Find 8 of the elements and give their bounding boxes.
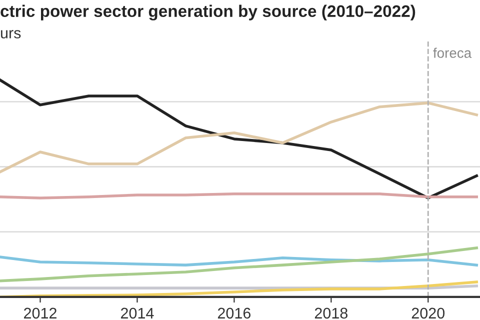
x-tick-label: 2012 bbox=[24, 308, 56, 319]
x-tick-label: 2016 bbox=[218, 308, 251, 319]
ref-line-label: foreca bbox=[433, 48, 472, 58]
x-tick-label: 2018 bbox=[314, 308, 348, 319]
x-tick-label: 2014 bbox=[120, 308, 154, 319]
chart-title: ctric power sector generation by source (2010–2022) bbox=[0, 4, 416, 20]
x-tick-label: 2020 bbox=[412, 308, 445, 319]
chart-subtitle: urs bbox=[0, 30, 21, 38]
